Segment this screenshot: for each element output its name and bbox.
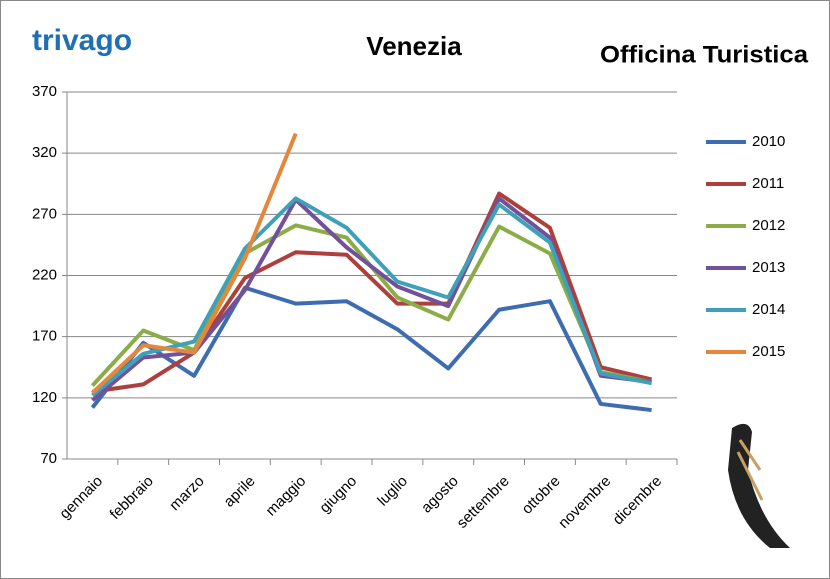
series-line xyxy=(91,132,298,395)
legend-label: 2010 xyxy=(752,133,785,150)
series-line xyxy=(90,285,652,413)
y-tick-label: 170 xyxy=(32,328,57,345)
y-tick-label: 120 xyxy=(32,389,57,406)
legend-label: 2012 xyxy=(752,217,785,234)
legend-label: 2014 xyxy=(752,301,785,318)
gondola-icon xyxy=(728,423,790,548)
y-tick-label: 270 xyxy=(32,205,57,222)
y-tick-label: 370 xyxy=(32,83,57,100)
logo-officina: Officina Turistica xyxy=(600,41,809,68)
chart-title: Venezia xyxy=(366,31,462,61)
legend-label: 2011 xyxy=(752,175,784,192)
series-line xyxy=(91,196,652,397)
logo-trivago: trivago xyxy=(32,24,132,57)
series-line xyxy=(92,191,653,394)
legend-label: 2013 xyxy=(752,259,785,276)
y-tick-label: 320 xyxy=(32,144,57,161)
y-tick-label: 70 xyxy=(40,450,57,467)
legend-label: 2015 xyxy=(752,343,785,360)
y-tick-label: 220 xyxy=(32,266,57,283)
